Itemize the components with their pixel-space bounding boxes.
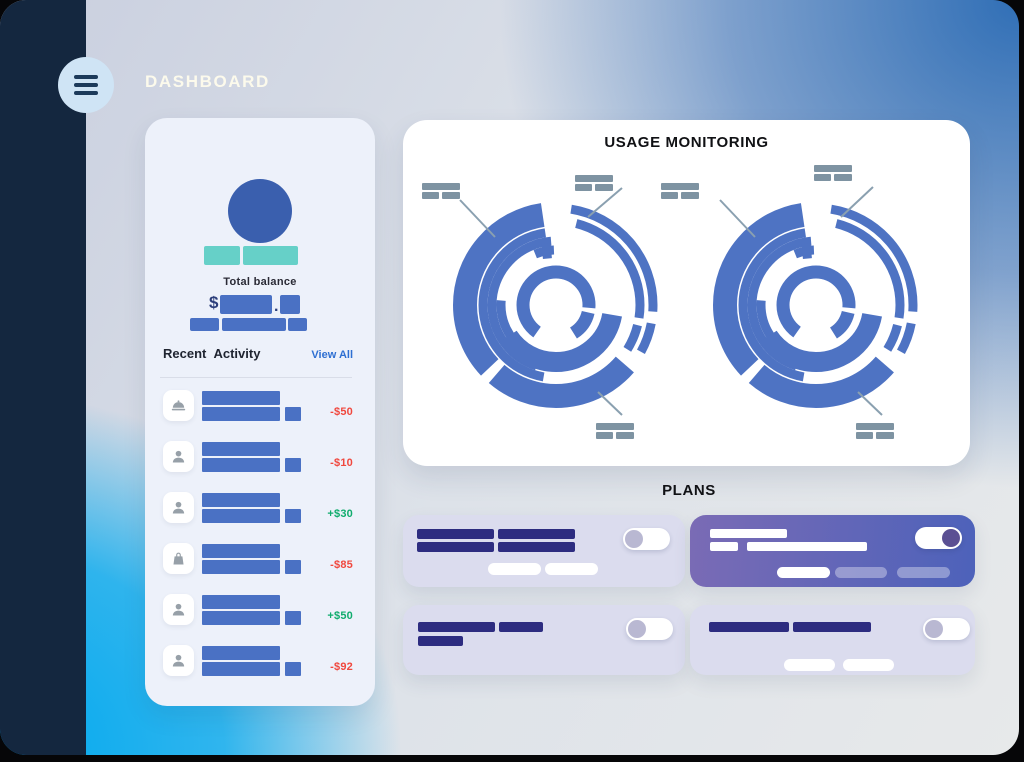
sidebar (0, 0, 86, 755)
activity-text-bar (285, 407, 301, 421)
profile-name-bar (204, 246, 240, 265)
activity-text-bar (285, 611, 301, 625)
activity-text-bar (285, 509, 301, 523)
activity-row[interactable]: -$85 (145, 543, 375, 577)
activity-row[interactable]: -$10 (145, 441, 375, 475)
plan-action-pill[interactable] (545, 563, 598, 575)
chart-callout-label (661, 183, 699, 199)
activity-text-bar (285, 662, 301, 676)
food-cloche-icon (163, 390, 194, 421)
plan-toggle[interactable] (626, 618, 673, 640)
activity-text-bar (202, 611, 280, 625)
decimal-separator: . (274, 298, 279, 315)
plan-toggle[interactable] (923, 618, 970, 640)
hamburger-icon (74, 75, 98, 95)
page-title: DASHBOARD (145, 72, 270, 91)
activity-amount: +$30 (327, 508, 353, 520)
currency-symbol: $ (209, 293, 219, 312)
person-icon (163, 492, 194, 523)
activity-text-bar (202, 560, 280, 574)
usage-monitoring-card: USAGE MONITORING (403, 120, 970, 466)
avatar (228, 179, 292, 243)
plan-action-pill[interactable] (784, 659, 835, 671)
toggle-knob (625, 530, 643, 548)
activity-amount: -$85 (330, 559, 353, 571)
plan-action-pill[interactable] (897, 567, 950, 578)
person-icon (163, 645, 194, 676)
divider (160, 377, 352, 378)
view-all-link[interactable]: View All (311, 349, 353, 361)
activity-amount: -$50 (330, 406, 353, 418)
chart-callout-label (596, 423, 634, 439)
plan-action-pill[interactable] (835, 567, 887, 578)
activity-amount: -$10 (330, 457, 353, 469)
person-icon (163, 594, 194, 625)
toggle-knob (942, 529, 960, 547)
activity-text-bar (202, 458, 280, 472)
chart-callout-label (814, 165, 852, 181)
activity-text-bar (202, 646, 280, 660)
activity-row[interactable]: -$50 (145, 390, 375, 424)
balance-amount-bar (220, 295, 272, 314)
person-icon (163, 441, 194, 472)
plan-card[interactable] (403, 605, 685, 675)
balance-sub-bar (288, 318, 307, 331)
total-balance-label: Total balance (223, 276, 297, 288)
usage-donut-charts (403, 186, 970, 416)
activity-text-bar (285, 458, 301, 472)
plan-toggle[interactable] (623, 528, 670, 550)
plan-card[interactable] (690, 605, 975, 675)
activity-text-bar (202, 544, 280, 558)
profile-name-bar (243, 246, 298, 265)
balance-cents-bar (280, 295, 300, 314)
balance-sub-bar (222, 318, 286, 331)
plan-action-pill[interactable] (843, 659, 894, 671)
plan-action-pill[interactable] (488, 563, 541, 575)
menu-button[interactable] (58, 57, 114, 113)
activity-text-bar (202, 391, 280, 405)
activity-row[interactable]: -$92 (145, 645, 375, 679)
activity-text-bar (202, 662, 280, 676)
activity-text-bar (202, 407, 280, 421)
bag-icon (163, 543, 194, 574)
toggle-knob (925, 620, 943, 638)
plan-card[interactable] (403, 515, 685, 587)
activity-text-bar (285, 560, 301, 574)
balance-sub-bar (190, 318, 219, 331)
activity-text-bar (202, 493, 280, 507)
activity-text-bar (202, 509, 280, 523)
activity-amount: -$92 (330, 661, 353, 673)
activity-header: Recent Activity View All (163, 346, 353, 361)
activity-text-bar (202, 442, 280, 456)
profile-card: Total balance $ . Recent Activity View A… (145, 118, 375, 706)
usage-monitoring-title: USAGE MONITORING (604, 134, 769, 151)
activity-text-bar (202, 595, 280, 609)
plan-toggle[interactable] (915, 527, 962, 549)
toggle-knob (628, 620, 646, 638)
plan-card-selected[interactable] (690, 515, 975, 587)
chart-callout-label (422, 183, 460, 199)
activity-row[interactable]: +$50 (145, 594, 375, 628)
chart-callout-label (575, 175, 613, 191)
activity-amount: +$50 (327, 610, 353, 622)
activity-row[interactable]: +$30 (145, 492, 375, 526)
activity-title: Recent Activity (163, 346, 261, 361)
chart-callout-label (856, 423, 894, 439)
plan-action-pill[interactable] (777, 567, 830, 578)
plans-title: PLANS (662, 482, 716, 499)
